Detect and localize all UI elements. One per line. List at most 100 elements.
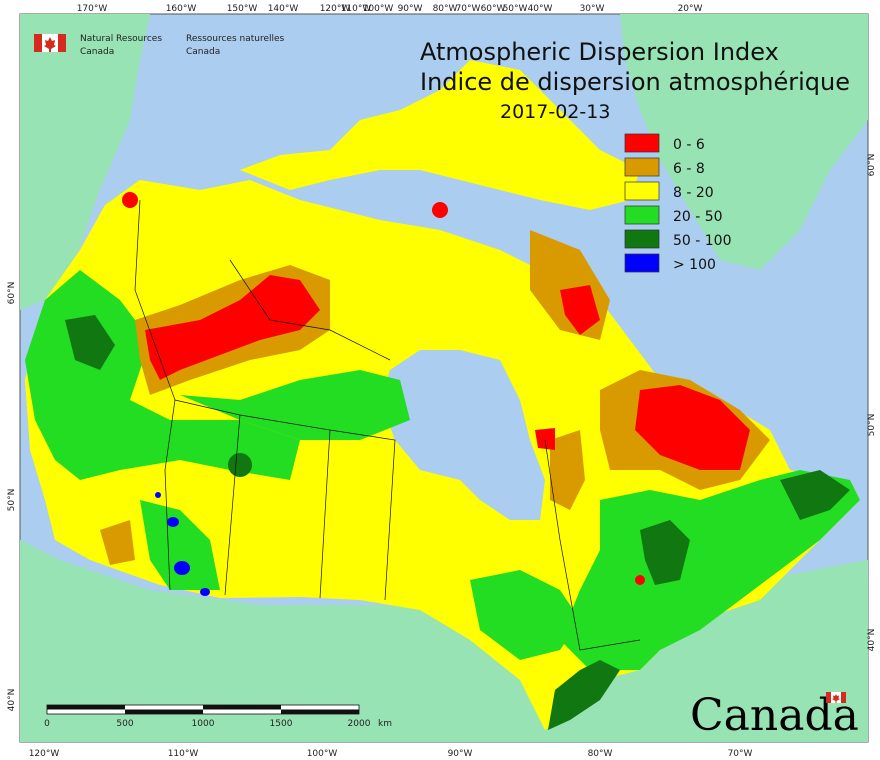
grat-top-label: 170°W <box>77 4 108 14</box>
scale-bar: 0 500 1000 1500 2000 km <box>44 704 392 729</box>
grat-top-label: 20°W <box>678 4 703 14</box>
flag-left-bar <box>34 34 42 52</box>
scale-tick: 2000 <box>348 719 371 729</box>
legend-swatch <box>624 157 660 177</box>
arctic-islands <box>240 60 640 210</box>
legend-label: > 100 <box>673 257 716 273</box>
arctic-red-dot <box>432 202 448 218</box>
agency-fr-1: Ressources naturelles <box>186 34 285 44</box>
scale-tick: 1500 <box>270 719 293 729</box>
quebec-red-dot <box>635 575 645 585</box>
grat-left-label: 50°N <box>7 489 17 512</box>
qc-border <box>544 439 641 651</box>
nrcan-signature: Natural Resources Canada Ressources natu… <box>34 34 285 57</box>
grat-top-label: 100°W <box>363 4 394 14</box>
maritimes-dark <box>780 470 850 520</box>
grat-left-label: 60°N <box>7 282 17 305</box>
wordmark-flag-left <box>826 692 831 703</box>
blue-zones <box>155 492 210 596</box>
canada-wordmark: Canada <box>690 690 859 741</box>
scale-bar-seg <box>125 709 203 714</box>
grat-bottom-label: 110°W <box>168 749 199 759</box>
baffin-red <box>560 285 600 335</box>
ungava-orange <box>550 430 585 510</box>
grat-top-label: 60°W <box>481 4 506 14</box>
agency-en-1: Natural Resources <box>80 34 162 44</box>
scale-tick: 0 <box>44 719 50 729</box>
grat-top-label: 30°W <box>580 4 605 14</box>
grat-top-label: 70°W <box>456 4 481 14</box>
grat-right-label: 40°N <box>867 629 877 652</box>
grat-top-label: 120°W <box>320 4 351 14</box>
rockies-blue-1 <box>167 517 179 527</box>
legend-label: 50 - 100 <box>673 233 732 249</box>
scale-tick: 500 <box>116 719 133 729</box>
graticule-top: 170°W 160°W 150°W 140°W 120°W 110°W 100°… <box>77 4 703 14</box>
agency-fr-2: Canada <box>186 47 220 57</box>
alaska <box>20 14 150 310</box>
ungava-red <box>535 428 555 450</box>
legend-swatch <box>624 133 660 153</box>
wordmark-maple-leaf-icon <box>832 694 840 703</box>
nwt-border <box>229 259 391 361</box>
legend: 0 - 6 6 - 8 8 - 20 20 - 50 50 - 100 > 10… <box>624 133 732 273</box>
grat-bottom-label: 70°W <box>728 749 753 759</box>
hudson-bay <box>380 350 545 520</box>
darkgreen-zones <box>65 315 850 730</box>
legend-swatch <box>624 205 660 225</box>
grat-top-label: 90°W <box>398 4 423 14</box>
grat-right-label: 60°N <box>867 154 877 177</box>
scale-unit: km <box>378 719 392 729</box>
title-date: 2017-02-13 <box>500 101 610 123</box>
map-title: Atmospheric Dispersion Index Indice de d… <box>420 38 850 123</box>
graticule-right: 60°N 50°N 40°N <box>867 154 877 652</box>
rockies-blue-3 <box>200 588 210 596</box>
nwt-red <box>145 275 320 380</box>
title-en: Atmospheric Dispersion Index <box>420 38 779 66</box>
grat-top-label: 160°W <box>166 4 197 14</box>
maple-leaf-icon <box>44 37 56 52</box>
legend-label: 8 - 20 <box>673 185 714 201</box>
usa <box>20 540 868 742</box>
rockies-blue-2 <box>174 561 190 575</box>
wordmark-flag-right <box>841 692 846 703</box>
grat-top-label: 40°W <box>528 4 553 14</box>
bc-orange <box>100 520 135 565</box>
south-ontario-dark <box>548 660 620 730</box>
legend-swatch <box>624 253 660 273</box>
mb-border <box>329 429 396 601</box>
agency-en-2: Canada <box>80 47 114 57</box>
grat-bottom-label: 100°W <box>307 749 338 759</box>
nwt-green <box>180 370 410 440</box>
grat-top-label: 140°W <box>268 4 299 14</box>
bc-dark <box>65 315 115 370</box>
ab-dark <box>228 453 252 477</box>
legend-label: 20 - 50 <box>673 209 723 225</box>
labrador-red <box>635 385 750 470</box>
legend-swatch <box>624 181 660 201</box>
ontario-green <box>470 570 580 660</box>
east-green <box>560 470 860 670</box>
grat-top-label: 110°W <box>341 4 372 14</box>
legend-label: 0 - 6 <box>673 137 705 153</box>
scale-bar-seg <box>203 705 281 710</box>
rockies-blue-4 <box>155 492 161 498</box>
title-fr: Indice de dispersion atmosphérique <box>420 68 850 96</box>
legend-label: 6 - 8 <box>673 161 705 177</box>
grat-bottom-label: 120°W <box>29 749 60 759</box>
greenland <box>620 14 868 270</box>
graticule-left: 60°N 50°N 40°N <box>7 282 17 712</box>
legend-swatch <box>624 229 660 249</box>
grat-top-label: 50°W <box>503 4 528 14</box>
red-zones <box>122 192 750 585</box>
grat-top-label: 80°W <box>433 4 458 14</box>
grat-bottom-label: 90°W <box>448 749 473 759</box>
graticule-bottom: 120°W 110°W 100°W 90°W 80°W 70°W <box>29 749 753 759</box>
borders <box>134 199 641 651</box>
scale-bar-seg <box>281 709 359 714</box>
neighbor-land <box>20 14 868 742</box>
grat-right-label: 50°N <box>867 414 877 437</box>
rockies-green <box>140 500 220 590</box>
grat-left-label: 40°N <box>7 689 17 712</box>
